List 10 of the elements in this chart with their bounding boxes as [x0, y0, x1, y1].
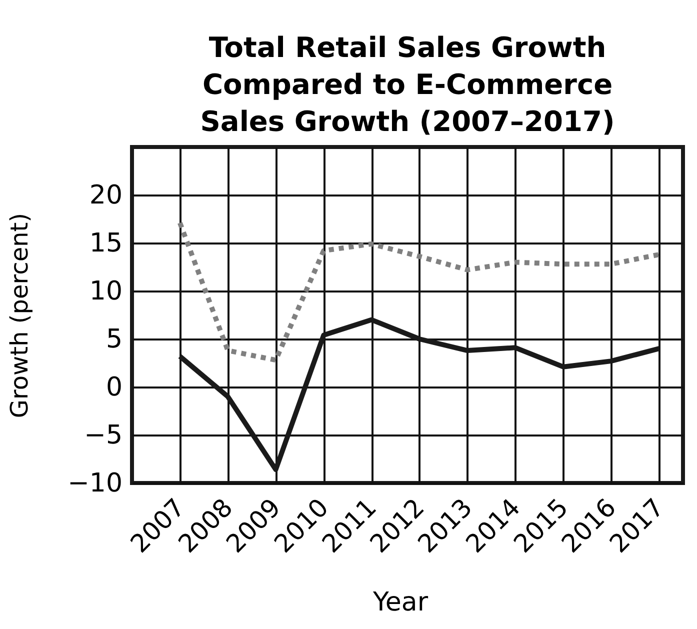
y-tick-label: 0: [106, 372, 122, 402]
y-tick-label: −5: [84, 420, 122, 450]
y-axis-title: Growth (percent): [6, 212, 34, 418]
x-axis-title: Year: [372, 588, 428, 618]
chart-title: Total Retail Sales Growth Compared to E-Commerce Sales Growth (2007–2017): [200, 31, 615, 138]
y-tick-label: 15: [89, 228, 122, 258]
y-tick-label: 5: [106, 324, 122, 354]
y-tick-label: −10: [68, 468, 122, 498]
y-tick-label: 10: [89, 276, 122, 306]
y-tick-label: 20: [89, 180, 122, 210]
